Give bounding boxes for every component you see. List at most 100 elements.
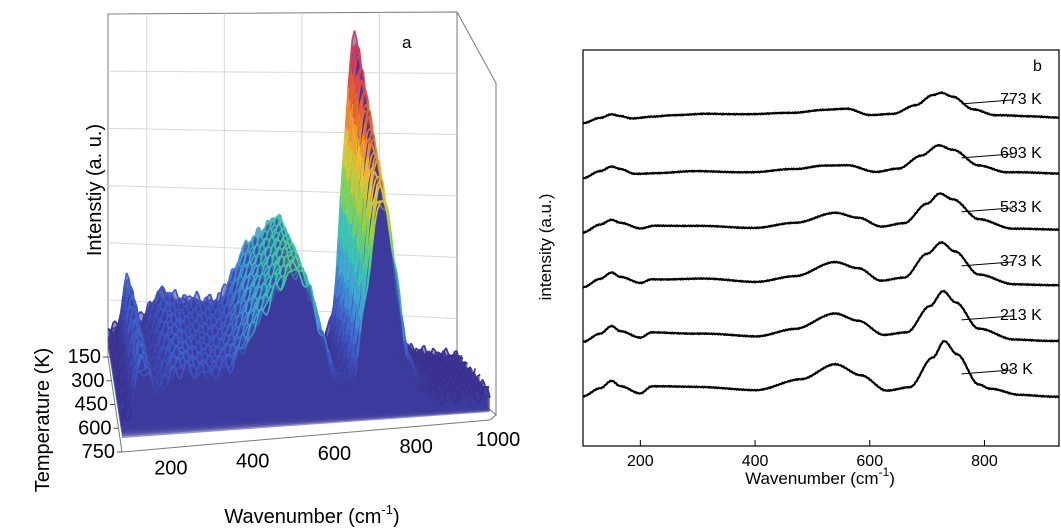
- surface-slice-segment: [253, 261, 257, 266]
- surface-slice-segment: [363, 159, 368, 177]
- surface-slice-segment: [457, 372, 461, 375]
- surface-slice-segment: [117, 354, 121, 358]
- surface-slice-segment: [179, 308, 183, 311]
- surface-slice-segment: [145, 336, 150, 342]
- surface-slice-segment: [334, 265, 339, 296]
- surface-slice-segment: [197, 302, 200, 305]
- surface-slice-segment: [461, 360, 465, 365]
- surface-slice-segment: [186, 295, 190, 299]
- surface-slice-segment: [179, 301, 183, 304]
- surface-slice-segment: [151, 301, 156, 311]
- surface-slice-segment: [350, 298, 355, 323]
- surface-slice-segment: [116, 336, 121, 343]
- surface-slice-segment: [343, 288, 347, 313]
- surface-slice-segment: [211, 307, 214, 310]
- surface-slice-segment: [228, 280, 231, 283]
- surface-slice-segment: [237, 263, 242, 268]
- surface-slice-segment: [346, 179, 351, 219]
- surface-slice-segment: [148, 355, 153, 359]
- surface-slice-segment: [214, 324, 218, 329]
- surface-slice-segment: [340, 299, 344, 321]
- surface-slice-segment: [135, 317, 140, 322]
- surface-slice-segment: [442, 350, 447, 357]
- surface-slice-segment: [185, 304, 190, 312]
- surface-slice-segment: [335, 349, 340, 354]
- surface-slice-segment: [164, 321, 168, 324]
- surface-slice-segment: [253, 243, 258, 250]
- surface-slice-segment: [243, 287, 248, 294]
- surface-slice-segment: [124, 374, 128, 383]
- surface-slice-segment: [190, 296, 195, 304]
- surface-slice-segment: [344, 317, 349, 335]
- surface-slice-segment: [412, 348, 417, 352]
- surface-slice-segment: [408, 353, 412, 357]
- surface-slice-segment: [197, 324, 202, 332]
- surface-slice-segment: [125, 305, 130, 320]
- surface-slice-segment: [356, 112, 360, 126]
- surface-slice-segment: [221, 315, 225, 318]
- surface-slice-segment: [343, 245, 347, 277]
- surface-slice-segment: [128, 290, 133, 297]
- surface-slice-segment: [232, 316, 237, 321]
- surface-slice-segment: [122, 320, 127, 333]
- back-gridline: [107, 70, 458, 74]
- surface-slice-segment: [455, 358, 460, 365]
- surface-slice-segment: [143, 320, 148, 326]
- surface-slice-segment: [147, 302, 152, 309]
- surface-slice-segment: [469, 366, 474, 372]
- surface-slice-segment: [331, 314, 336, 331]
- surface-slice-segment: [286, 241, 291, 248]
- surface-slice-segment: [171, 302, 176, 307]
- surface-slice-segment: [348, 224, 353, 262]
- surface-slice-segment: [340, 167, 345, 207]
- surface-slice-segment: [181, 310, 186, 317]
- surface-slice-segment: [120, 369, 124, 372]
- surface-slice-segment: [235, 273, 240, 281]
- surface-slice-segment: [435, 369, 439, 375]
- surface-slice-segment: [243, 276, 248, 283]
- surface-slice-segment: [116, 382, 120, 385]
- surface-slice-segment: [449, 371, 454, 377]
- surface-slice-segment: [261, 250, 265, 254]
- surface-slice-segment: [348, 70, 353, 99]
- surface-slice-segment: [358, 156, 363, 181]
- surface-slice-segment: [281, 219, 285, 228]
- surface-slice-segment: [249, 261, 253, 267]
- surface-slice-segment: [114, 320, 119, 326]
- surface-slice-segment: [415, 347, 419, 351]
- surface-slice-segment: [356, 113, 361, 137]
- surface-slice-segment: [472, 371, 476, 375]
- surface-slice-segment: [419, 359, 424, 366]
- surface-slice-segment: [349, 103, 354, 143]
- surface-slice-segment: [177, 318, 182, 327]
- surface-slice-segment: [236, 311, 241, 319]
- surface-slice-segment: [131, 321, 134, 324]
- surface-slice-segment: [347, 257, 351, 280]
- surface-slice-segment: [369, 118, 374, 131]
- surface-slice-segment: [146, 344, 150, 347]
- surface-slice-segment: [439, 358, 443, 365]
- surface-slice-segment: [242, 264, 247, 269]
- surface-slice-segment: [344, 178, 349, 215]
- surface-slice-segment: [275, 222, 280, 230]
- surface-slice-segment: [336, 332, 341, 343]
- surface-slice-segment: [250, 256, 255, 263]
- surface-slice-segment: [352, 234, 357, 265]
- surface-slice-segment: [193, 329, 198, 337]
- surface-slice-segment: [423, 353, 428, 359]
- surface-slice-segment: [161, 285, 165, 290]
- surface-slice-segment: [360, 82, 363, 85]
- surface-slice-segment: [438, 368, 443, 372]
- surface-slice-segment: [353, 60, 358, 83]
- surface-slice-segment: [336, 239, 341, 267]
- surface-slice-segment: [175, 298, 179, 304]
- surface-slice-segment: [275, 252, 279, 260]
- surface-slice-segment: [210, 337, 215, 342]
- surface-slice-segment: [436, 362, 441, 368]
- surface-slice-segment: [342, 127, 347, 168]
- surface-slice-segment: [210, 302, 214, 308]
- surface-slice-segment: [170, 330, 175, 335]
- surface-slice-segment: [192, 296, 197, 302]
- surface-slice-segment: [356, 79, 361, 94]
- surface-slice-segment: [231, 305, 236, 310]
